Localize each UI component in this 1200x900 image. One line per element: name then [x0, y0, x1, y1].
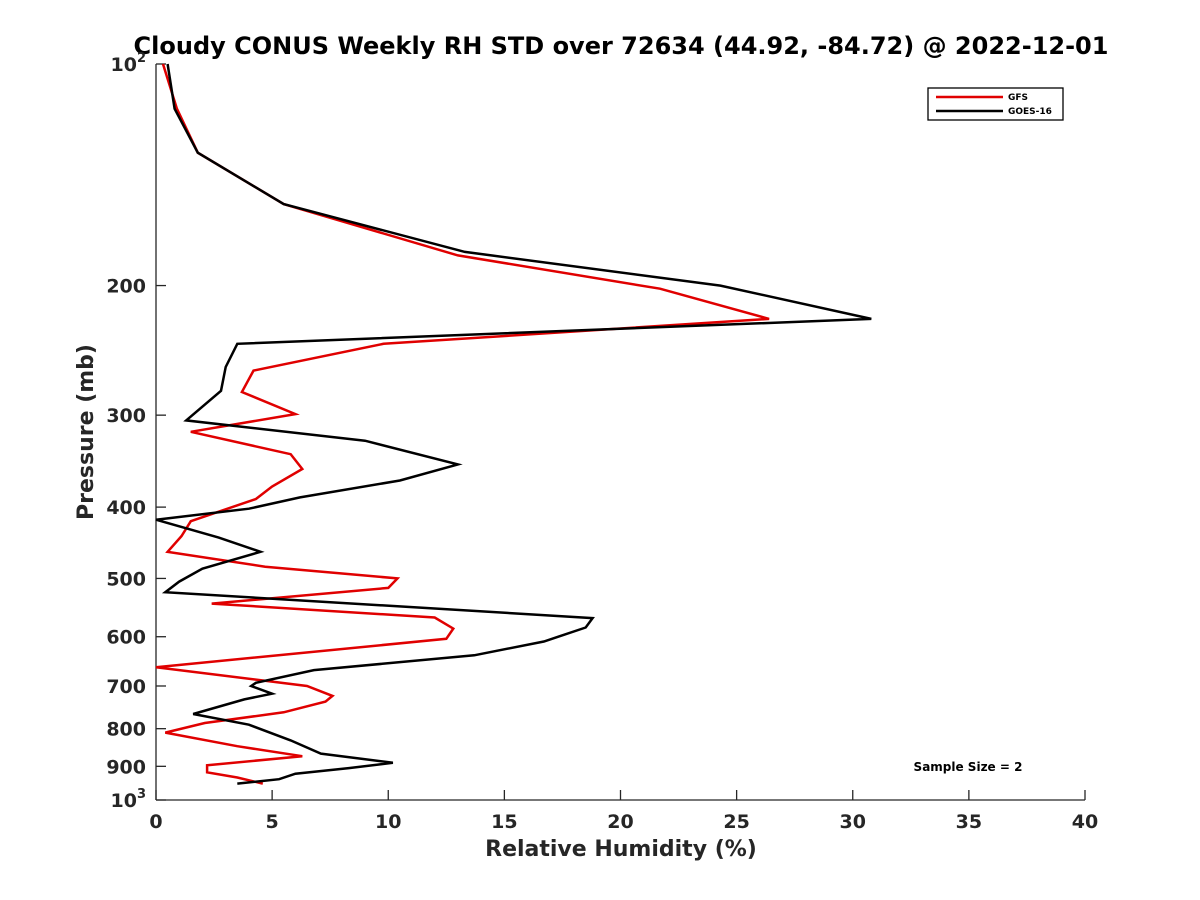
x-tick-label: 25: [723, 811, 749, 833]
x-tick-label: 30: [840, 811, 866, 833]
x-tick-label: 35: [956, 811, 982, 833]
x-tick-label: 10: [375, 811, 401, 833]
y-tick-label: 400: [106, 497, 146, 519]
y-tick-label: 800: [106, 719, 146, 741]
legend-label-gfs: GFS: [1008, 93, 1028, 103]
y-tick-label: 700: [106, 676, 146, 698]
x-tick-label: 0: [149, 811, 162, 833]
series-line-gfs: [155, 63, 770, 785]
x-tick-label: 15: [491, 811, 517, 833]
legend-label-goes16: GOES-16: [1008, 107, 1052, 117]
legend: GFS GOES-16: [927, 87, 1064, 121]
series-line-goes16: [155, 63, 872, 785]
chart-title: Cloudy CONUS Weekly RH STD over 72634 (4…: [134, 32, 1109, 60]
legend-box: [927, 87, 1064, 121]
y-tick-label-base: 10: [111, 54, 137, 76]
series-lines: [155, 63, 872, 785]
x-tick-label: 5: [266, 811, 279, 833]
y-axis-label: Pressure (mb): [74, 344, 99, 520]
y-tick-label: 600: [106, 627, 146, 649]
y-tick-label: 300: [106, 405, 146, 427]
sample-size-annotation: Sample Size = 2: [914, 760, 1023, 774]
x-tick-label: 20: [607, 811, 633, 833]
x-axis-label: Relative Humidity (%): [485, 837, 757, 862]
y-tick-label: 102: [111, 51, 147, 76]
x-ticks: 0 5 10 15 20 25 30 35 40: [149, 790, 1098, 833]
x-tick-label: 40: [1072, 811, 1098, 833]
y-tick-label: 103: [111, 787, 147, 812]
y-tick-label-exponent: 2: [137, 51, 146, 66]
y-tick-label-exponent: 3: [137, 787, 146, 802]
y-tick-label-base: 10: [111, 790, 137, 812]
y-tick-label: 200: [106, 276, 146, 298]
y-tick-label: 900: [106, 756, 146, 778]
y-tick-label: 500: [106, 568, 146, 590]
